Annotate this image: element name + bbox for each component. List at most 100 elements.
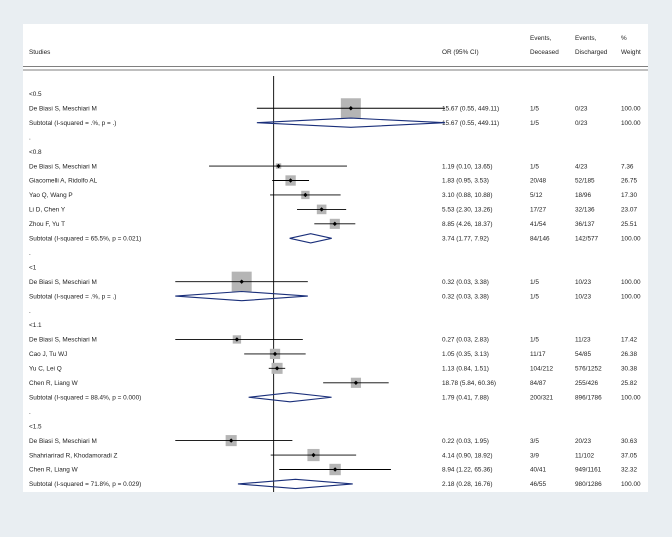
weight-value: 26.38 [621, 351, 637, 358]
events-discharged-value: 11/23 [575, 337, 591, 344]
events-discharged-value: 949/1161 [575, 467, 602, 474]
events-deceased-value: 104/212 [530, 366, 554, 373]
or-ci-value: 0.32 (0.03, 3.38) [442, 293, 489, 300]
group-spacer-dot: . [29, 308, 31, 315]
subtotal-label: Subtotal (I-squared = 88.4%, p = 0.000) [29, 394, 141, 401]
study-label: Yu C, Lei Q [29, 366, 62, 373]
events-discharged-value: 10/23 [575, 293, 591, 300]
point-estimate-marker [234, 337, 240, 342]
events-deceased-value: 1/5 [530, 337, 539, 344]
events-discharged-value: 10/23 [575, 279, 591, 286]
or-ci-value: 3.74 (1.77, 7.92) [442, 236, 489, 243]
events-discharged-value: 32/136 [575, 207, 595, 214]
header-events-discharged-line1: Events, [575, 35, 597, 42]
events-discharged-value: 52/185 [575, 178, 595, 185]
weight-value: 100.00 [621, 293, 641, 300]
group-label: <1.1 [29, 322, 42, 329]
weight-value: 100.00 [621, 279, 641, 286]
point-estimate-marker [288, 178, 293, 183]
header-studies: Studies [29, 49, 50, 56]
events-deceased-value: 41/54 [530, 221, 546, 228]
subtotal-diamond [289, 233, 332, 244]
study-label: Zhou F, Yu T [29, 221, 65, 228]
events-deceased-value: 11/17 [530, 351, 546, 358]
weight-value: 37.05 [621, 452, 637, 459]
group-label: <0.5 [29, 91, 42, 98]
point-estimate-marker [272, 351, 278, 357]
or-ci-value: 3.10 (0.88, 10.88) [442, 192, 492, 199]
group-spacer-dot: . [29, 250, 31, 257]
group-label: <1 [29, 264, 37, 271]
header-events-discharged-line2: Discharged [575, 49, 608, 56]
events-discharged-value: 11/102 [575, 452, 595, 459]
study-label: Yao Q, Wang P [29, 192, 73, 199]
events-discharged-value: 20/23 [575, 438, 591, 445]
events-deceased-value: 1/5 [530, 293, 539, 300]
weight-value: 30.63 [621, 438, 637, 445]
weight-value: 100.00 [621, 481, 641, 488]
events-discharged-value: 255/426 [575, 380, 599, 387]
events-discharged-value: 18/96 [575, 192, 591, 199]
point-estimate-marker [228, 438, 234, 443]
point-estimate-marker [239, 279, 244, 284]
subtotal-label: Subtotal (I-squared = 65.5%, p = 0.021) [29, 236, 141, 243]
weight-value: 100.00 [621, 394, 641, 401]
or-ci-value: 1.19 (0.10, 13.65) [442, 163, 492, 170]
header-events-deceased-line1: Events, [530, 35, 552, 42]
study-label: De Biasi S, Meschiari M [29, 105, 97, 112]
subtotal-diamond [237, 478, 353, 490]
weight-value: 17.42 [621, 337, 637, 344]
events-deceased-value: 1/5 [530, 279, 539, 286]
or-ci-value: 0.27 (0.03, 2.83) [442, 337, 489, 344]
subtotal-label: Subtotal (I-squared = 71.8%, p = 0.029) [29, 481, 141, 488]
subtotal-diamond [175, 290, 308, 302]
subtotal-label: Subtotal (I-squared = .%, p = .) [29, 120, 116, 127]
weight-value: 100.00 [621, 120, 641, 127]
study-label: De Biasi S, Meschiari M [29, 163, 97, 170]
or-ci-value: 4.14 (0.90, 18.92) [442, 452, 492, 459]
events-deceased-value: 17/27 [530, 207, 546, 214]
events-deceased-value: 1/5 [530, 120, 539, 127]
point-estimate-marker [303, 192, 308, 198]
subtotal-label: Subtotal (I-squared = .%, p = .) [29, 293, 116, 300]
study-label: De Biasi S, Meschiari M [29, 438, 97, 445]
study-label: De Biasi S, Meschiari M [29, 337, 97, 344]
header-or-ci: OR (95% CI) [442, 49, 479, 56]
point-estimate-marker [319, 207, 324, 212]
header-weight-line1: % [621, 35, 627, 42]
events-discharged-value: 980/1286 [575, 481, 602, 488]
point-estimate-marker [332, 221, 338, 227]
events-deceased-value: 84/87 [530, 380, 546, 387]
events-discharged-value: 576/1252 [575, 366, 602, 373]
weight-value: 30.38 [621, 366, 637, 373]
or-ci-value: 1.83 (0.95, 3.53) [442, 178, 489, 185]
or-ci-value: 0.22 (0.03, 1.95) [442, 438, 489, 445]
group-label: <1.5 [29, 423, 42, 430]
events-deceased-value: 1/5 [530, 105, 539, 112]
events-discharged-value: 54/85 [575, 351, 591, 358]
study-label: Chen R, Liang W [29, 467, 79, 474]
or-ci-value: 8.85 (4.26, 18.37) [442, 221, 492, 228]
weight-value: 7.36 [621, 163, 634, 170]
group-label: <0.8 [29, 149, 42, 156]
weight-value: 100.00 [621, 236, 641, 243]
plot-panel: Studies OR (95% CI) Events, Deceased Events,… [23, 24, 648, 492]
weight-value: 32.32 [621, 467, 637, 474]
subtotal-diamond [256, 117, 446, 128]
or-ci-value: 15.67 (0.55, 449.11) [442, 105, 499, 112]
events-deceased-value: 84/146 [530, 236, 550, 243]
study-label: Chen R, Liang W [29, 380, 79, 387]
or-ci-value: 1.79 (0.41, 7.88) [442, 394, 489, 401]
events-deceased-value: 1/5 [530, 163, 539, 170]
events-deceased-value: 46/55 [530, 481, 546, 488]
weight-value: 23.07 [621, 207, 637, 214]
point-estimate-marker [276, 163, 281, 169]
point-estimate-marker [332, 467, 338, 472]
or-ci-value: 15.67 (0.55, 449.11) [442, 120, 499, 127]
events-discharged-value: 896/1786 [575, 394, 602, 401]
study-label: De Biasi S, Meschiari M [29, 279, 97, 286]
or-ci-value: 2.18 (0.28, 16.76) [442, 481, 492, 488]
point-estimate-marker [353, 380, 359, 385]
forest-plot: Studies OR (95% CI) Events, Deceased Events,… [23, 35, 648, 492]
events-discharged-value: 142/577 [575, 236, 599, 243]
